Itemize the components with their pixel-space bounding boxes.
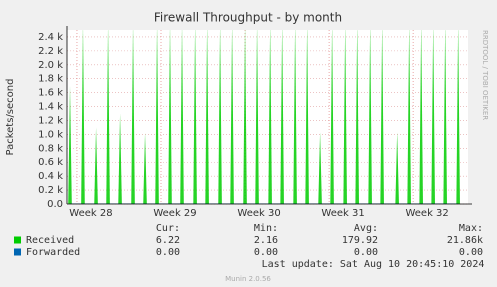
spike [205, 30, 209, 204]
x-tick-label: Week 29 [153, 208, 196, 219]
legend-header: Avg: [354, 223, 378, 234]
spike [143, 133, 147, 204]
spike [106, 30, 110, 204]
spike [131, 30, 135, 204]
legend-value: 2.16 [254, 235, 278, 246]
x-tick-label: Week 31 [321, 208, 364, 219]
y-tick-label: 0.4 k [38, 171, 63, 182]
legend-header: Min: [254, 223, 278, 234]
x-tick-label: Week 28 [69, 208, 112, 219]
legend-swatch [14, 248, 21, 256]
y-axis-label: Packets/second [5, 79, 16, 156]
spike [118, 113, 122, 204]
spike [407, 30, 411, 204]
y-tick-label: 2.2 k [38, 46, 63, 57]
spike [431, 30, 435, 204]
spike [155, 30, 159, 204]
legend-label: Forwarded [26, 247, 80, 258]
spike [68, 85, 72, 204]
plot [68, 30, 460, 204]
spike [180, 30, 184, 204]
spike [168, 30, 172, 204]
spike [380, 30, 384, 204]
spike [395, 132, 399, 204]
y-tick-label: 2.0 k [38, 60, 63, 71]
legend-value: 0.00 [459, 247, 483, 258]
spike [280, 30, 284, 204]
y-tick-label: 0.2 k [38, 185, 63, 196]
legend-swatch [14, 236, 21, 244]
y-tick-label: 2.4 k [38, 32, 63, 43]
legend-value: 179.92 [342, 235, 378, 246]
legend-value: 0.00 [354, 247, 378, 258]
legend-value: 0.00 [254, 247, 278, 258]
spike [443, 30, 447, 204]
chart-title: Firewall Throughput - by month [154, 11, 342, 25]
spike [355, 30, 359, 204]
spike [230, 30, 234, 204]
y-tick-label: 1.6 k [38, 88, 63, 99]
footer: Munin 2.0.56 [225, 275, 271, 283]
legend-value: 0.00 [156, 247, 180, 258]
legend-header: Max: [459, 223, 483, 234]
side-text: RRDTOOL / TOBI OETIKER [481, 30, 489, 120]
spike [218, 30, 222, 204]
y-tick-label: 1.0 k [38, 129, 63, 140]
spike [330, 30, 334, 204]
spike [293, 30, 297, 204]
spike [368, 30, 372, 204]
x-tick-label: Week 32 [405, 208, 448, 219]
y-tick-label: 1.2 k [38, 115, 63, 126]
spike [255, 30, 259, 204]
spike [81, 30, 85, 204]
legend-header: Cur: [156, 223, 180, 234]
spike [305, 30, 309, 204]
spike [193, 30, 197, 204]
y-tick-label: 0.6 k [38, 157, 63, 168]
spike [94, 127, 98, 204]
spike [419, 30, 423, 204]
legend-value: 6.22 [156, 235, 180, 246]
y-tick-label: 1.8 k [38, 74, 63, 85]
spike [268, 30, 272, 204]
spike [243, 30, 247, 204]
last-update: Last update: Sat Aug 10 20:45:10 2024 [262, 259, 485, 270]
legend-value: 21.86k [447, 235, 483, 246]
y-tick-label: 1.4 k [38, 102, 63, 113]
spike [318, 132, 322, 204]
legend-label: Received [26, 235, 74, 246]
x-tick-label: Week 30 [237, 208, 280, 219]
spike [456, 30, 460, 204]
y-tick-label: 0.0 [47, 199, 63, 210]
y-tick-label: 0.8 k [38, 143, 63, 154]
spike [343, 30, 347, 204]
